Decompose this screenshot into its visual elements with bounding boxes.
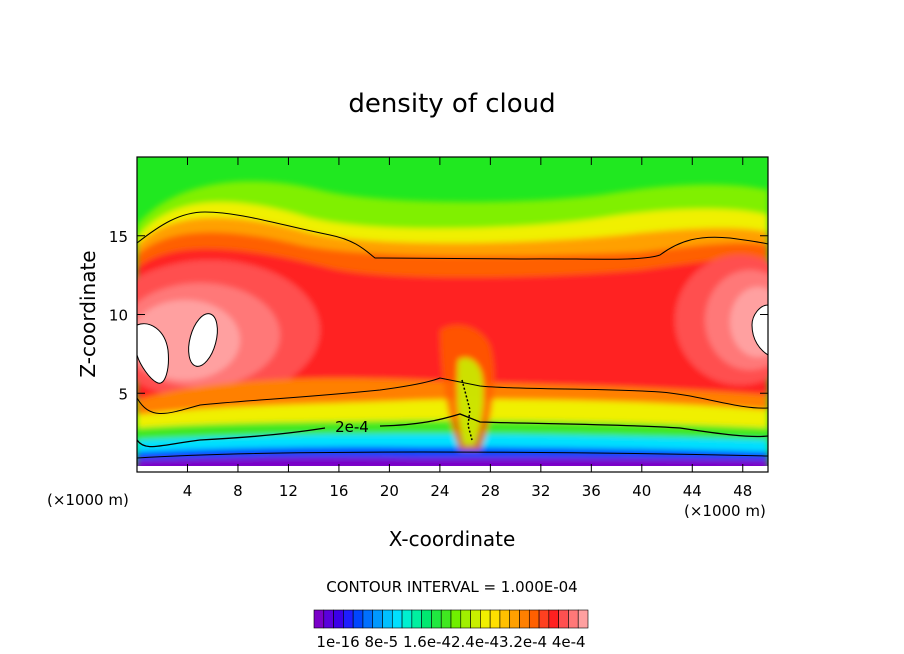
colorbar: [313, 609, 589, 629]
x-tick-label: 28: [481, 482, 500, 500]
left-max-hole: [137, 323, 169, 384]
contour-label: 2e-4: [335, 418, 369, 436]
colorbar-swatch: [450, 609, 462, 629]
colorbar-swatch: [509, 609, 520, 629]
colorbar-swatch: [343, 609, 354, 629]
contour-upper: [137, 211, 768, 260]
contour-2e-4: [137, 413, 768, 448]
right-max-hole: [751, 304, 768, 356]
colorbar-swatch: [528, 609, 540, 629]
x-tick-label: 20: [380, 482, 399, 500]
colorbar-swatch: [313, 609, 325, 629]
colorbar-swatch: [421, 609, 432, 629]
colorbar-swatch: [480, 609, 491, 629]
x-tick-label: 48: [733, 482, 752, 500]
x-tick-label: 24: [430, 482, 449, 500]
x-tick-label: 12: [279, 482, 298, 500]
colorbar-swatch: [577, 609, 589, 629]
colorbar-swatch: [323, 609, 334, 629]
y-tick-label: 5: [118, 385, 128, 403]
x-tick-label: 32: [531, 482, 550, 500]
x-tick-label: 16: [329, 482, 348, 500]
colorbar-ticks: 1e-16 8e-5 1.6e-42.4e-43.2e-4 4e-4: [316, 633, 585, 651]
colorbar-swatch: [519, 609, 530, 629]
colorbar-swatch: [391, 609, 403, 629]
x-tick-label: 4: [183, 482, 193, 500]
colorbar-swatch: [431, 609, 442, 629]
colorbar-swatch: [401, 609, 413, 629]
colorbar-swatch: [538, 609, 550, 629]
colorbar-swatch: [548, 609, 559, 629]
contour-interval: CONTOUR INTERVAL = 1.000E-04: [326, 578, 577, 596]
colorbar-swatch: [489, 609, 501, 629]
x-tick-label: 36: [582, 482, 601, 500]
colorbar-swatch: [333, 609, 344, 629]
y-tick-label: 10: [109, 307, 128, 325]
colorbar-swatch: [440, 609, 452, 629]
colorbar-swatch: [460, 609, 471, 629]
colorbar-swatch: [470, 609, 481, 629]
colorbar-swatch: [372, 609, 383, 629]
x-tick-label: 40: [632, 482, 651, 500]
colorbar-swatch: [411, 609, 422, 629]
contour-low: [137, 451, 768, 459]
colorbar-swatch: [362, 609, 374, 629]
contour-mid: [137, 377, 768, 414]
x-axis-label: X-coordinate: [389, 527, 516, 551]
x-unit-right: (×1000 m): [684, 502, 766, 520]
density-field: [137, 157, 768, 472]
colorbar-swatch: [558, 609, 569, 629]
x-tick-label: 8: [233, 482, 243, 500]
central-plume-core: [457, 357, 484, 445]
chart-title: density of cloud: [348, 89, 555, 119]
x-tick-label: 44: [683, 482, 702, 500]
x-axis-ticks: 4 8 12 16 20 24 28 32 36 40 44 48: [183, 157, 752, 500]
colorbar-swatch: [382, 609, 393, 629]
x-unit-left: (×1000 m): [47, 491, 129, 509]
colorbar-swatch: [352, 609, 364, 629]
colorbar-swatch: [499, 609, 511, 629]
y-axis-ticks: 5 10 15: [109, 228, 768, 403]
y-tick-label: 15: [109, 228, 128, 246]
left-max-hole-2: [188, 313, 218, 367]
colorbar-swatch: [568, 609, 579, 629]
y-axis-label: Z-coordinate: [76, 250, 100, 377]
